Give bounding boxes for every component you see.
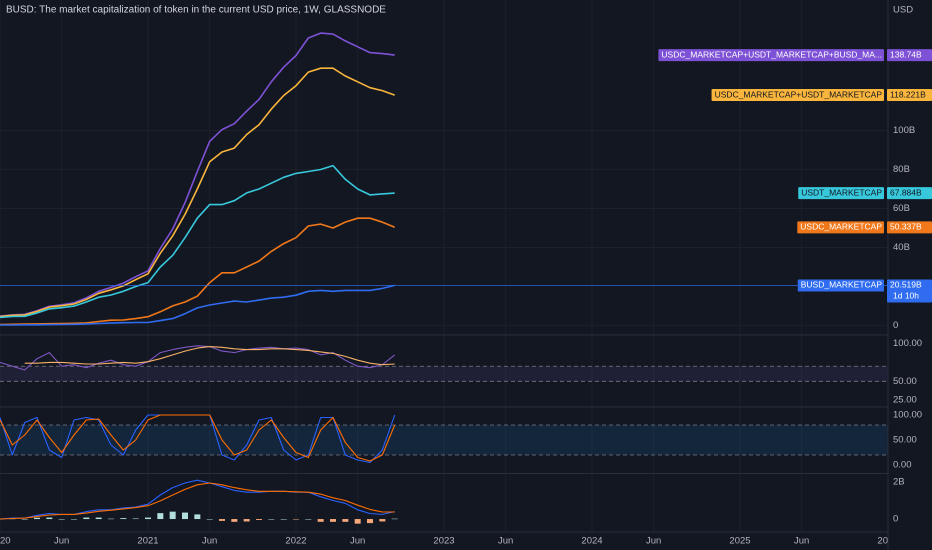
y-tick-label: 100B — [893, 125, 915, 136]
x-tick-label: 2025 — [729, 536, 750, 547]
y-tick-label: 100.00 — [893, 410, 922, 421]
series-name-box — [711, 89, 884, 102]
x-tick-label: Jun — [794, 536, 809, 547]
histogram-bar — [145, 517, 151, 520]
histogram-bar — [305, 519, 312, 520]
y-tick-label: 25.00 — [893, 395, 917, 406]
currency-label: USD — [893, 5, 913, 16]
histogram-bar — [95, 517, 102, 520]
series-name-box — [798, 187, 884, 200]
histogram-bar — [293, 519, 299, 520]
series-name: USDC_MARKETCAP+USDT_MARKETCAP — [715, 89, 883, 99]
x-tick-label: Jun — [202, 536, 217, 547]
series-line — [0, 67, 395, 318]
histogram-bar — [71, 519, 77, 520]
histogram-bar — [367, 519, 373, 524]
series-name-box — [658, 49, 884, 62]
y-tick-label: 50.00 — [893, 435, 917, 446]
histogram-bar — [330, 519, 336, 522]
histogram-bar — [157, 513, 164, 520]
histogram-bar — [182, 512, 188, 520]
series-name: USDT_MARKETCAP — [801, 187, 882, 197]
last-value-box — [887, 49, 932, 62]
series-name: BUSD_MARKETCAP — [801, 280, 883, 290]
histogram-bar — [46, 517, 53, 520]
y-tick-label: 50.00 — [893, 376, 917, 387]
chart-title: BUSD: The market capitalization of token… — [6, 5, 386, 16]
series-line — [0, 284, 395, 326]
series-name: USDC_MARKETCAP — [800, 222, 882, 232]
last-value-label: 67.884B — [890, 187, 922, 197]
y-tick-label: 40B — [893, 242, 910, 253]
x-tick-label: 2024 — [581, 536, 602, 547]
histogram-bar — [132, 518, 139, 520]
x-tick-label: Jun — [350, 536, 365, 547]
last-value-box — [887, 187, 932, 200]
y-tick-label: 0 — [893, 320, 898, 331]
y-tick-label: 60B — [893, 203, 910, 214]
histogram-bar — [342, 519, 349, 522]
x-tick-label: 2022 — [285, 536, 306, 547]
histogram-bar — [256, 519, 262, 520]
band-fill — [0, 425, 888, 455]
series-line — [0, 164, 395, 319]
histogram-bar — [379, 519, 386, 522]
series-line — [0, 217, 396, 326]
y-tick-label: 0 — [893, 514, 898, 525]
time-axis — [0, 532, 932, 550]
histogram-bar — [194, 514, 201, 520]
histogram-bar — [83, 517, 90, 520]
histogram-bar — [108, 518, 114, 520]
histogram-bar — [58, 519, 65, 520]
histogram-bar — [317, 519, 324, 522]
histogram-bar — [280, 519, 287, 520]
last-value-box — [887, 89, 932, 102]
last-value-label: 118.221B — [890, 89, 926, 99]
last-value-label: 138.74B — [890, 49, 922, 59]
histogram-bar — [21, 519, 28, 520]
y-tick-label: 0.00 — [893, 460, 912, 471]
histogram-bar — [354, 519, 361, 524]
x-tick-label: 2021 — [137, 536, 158, 547]
last-value-box — [887, 221, 932, 234]
histogram-bar — [219, 519, 225, 521]
histogram-bar — [391, 518, 398, 520]
series-name-box — [797, 221, 884, 234]
y-tick-label: 80B — [893, 164, 910, 175]
y-tick-label: 100.00 — [893, 338, 922, 349]
y-tick-label: 2B — [893, 477, 905, 488]
x-tick-label: 2023 — [433, 536, 454, 547]
x-tick-label: Jun — [646, 536, 661, 547]
histogram-bar — [169, 511, 176, 520]
histogram-bar — [34, 517, 40, 520]
x-tick-label: Jun — [498, 536, 513, 547]
histogram-bar — [206, 519, 213, 520]
x-tick-label: 2020 — [0, 536, 11, 547]
series-name: USDC_MARKETCAP+USDT_MARKETCAP+BUSD_MA... — [661, 49, 882, 59]
histogram-bar — [268, 519, 275, 520]
last-value-label: 20.519B — [890, 280, 922, 290]
series-line — [24, 346, 395, 366]
last-value-box — [887, 279, 932, 303]
x-tick-label: Jun — [54, 536, 69, 547]
band-fill — [0, 366, 888, 382]
series-line — [0, 414, 396, 462]
series-line — [0, 482, 395, 520]
series-line — [0, 32, 395, 317]
bar-countdown: 1d 10h — [893, 291, 919, 301]
series-name-box — [797, 279, 884, 292]
histogram-bar — [243, 519, 250, 522]
histogram-bar — [231, 519, 238, 522]
last-value-label: 50.337B — [890, 222, 922, 232]
histogram-bar — [120, 518, 127, 520]
